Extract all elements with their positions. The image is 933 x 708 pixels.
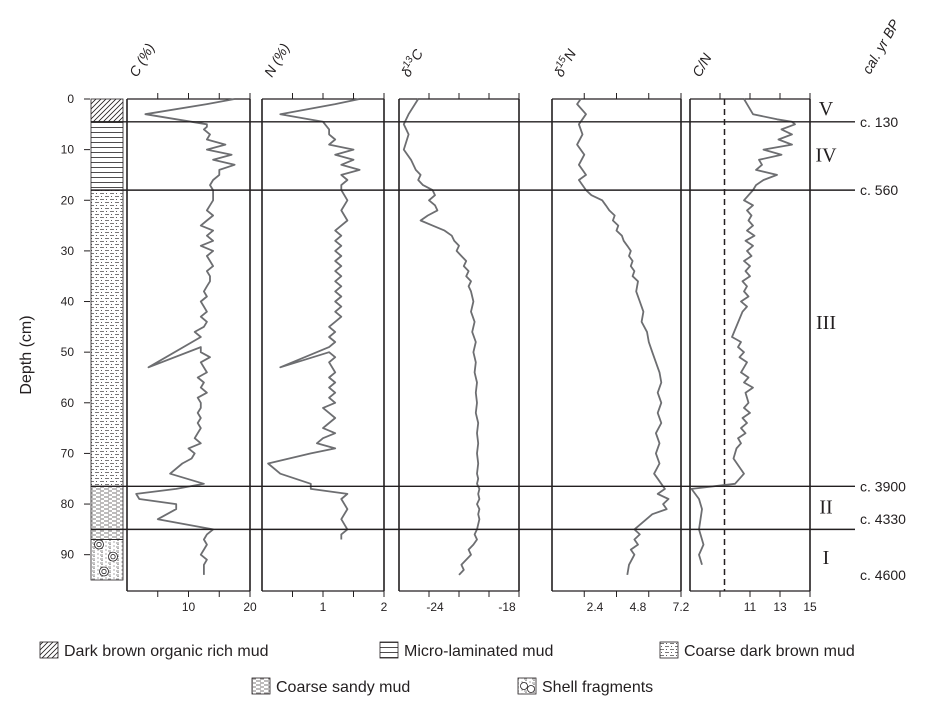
- age-labels: c. 130 c. 560 c. 3900 c. 4330 c. 4600: [860, 114, 906, 583]
- panel-label: C/N: [689, 50, 715, 80]
- depth-tick-label: 70: [61, 446, 75, 460]
- x-tick-label: 2: [381, 600, 388, 614]
- legend-swatch: [39, 641, 59, 659]
- depth-tick-label: 80: [61, 497, 75, 511]
- zone-label: IV: [815, 145, 837, 167]
- depth-tick-label: 40: [61, 295, 75, 309]
- legend-swatch: [379, 641, 399, 659]
- zone-label: III: [816, 312, 836, 334]
- legend-item-dashes: Coarse sandy mud: [251, 677, 410, 696]
- x-tick-label: 2.4: [587, 600, 604, 614]
- depth-tick-label: 50: [61, 345, 75, 359]
- series-line-c: [135, 98, 236, 575]
- lithology-hlines: [90, 121, 124, 191]
- zone-label: V: [819, 98, 834, 120]
- age-header: cal. yr BP: [859, 16, 903, 76]
- depth-tick-label: 60: [61, 396, 75, 410]
- x-tick-label: 15: [803, 600, 817, 614]
- depth-tick-label: 90: [61, 548, 75, 562]
- panel-n: 1 2 N (%): [261, 40, 388, 614]
- x-tick-label: 20: [243, 600, 257, 614]
- depth-tick-label: 20: [61, 193, 75, 207]
- shell-icon: [94, 539, 104, 550]
- panel-label-main: C/N: [689, 50, 715, 80]
- legend-item-dotdash: Coarse dark brown mud: [659, 641, 855, 660]
- series-line-n: [267, 98, 361, 540]
- depth-tick-label: 10: [61, 143, 75, 157]
- shell-icon: [527, 685, 535, 693]
- shell-icon-inner: [101, 568, 107, 575]
- x-tick-label: 4.8: [630, 600, 647, 614]
- zone-label: II: [819, 497, 832, 519]
- legend-item-hlines: Micro-laminated mud: [379, 641, 553, 660]
- lithology-dotdash: [90, 189, 124, 487]
- legend-label: Coarse sandy mud: [276, 679, 410, 696]
- panel-label-sup: 15: [554, 54, 569, 70]
- panel-d13c: -24 -18 δ13C: [397, 45, 520, 614]
- x-tick-label: 11: [744, 600, 757, 614]
- x-tick-label: 1: [320, 600, 327, 614]
- depth-axis: 0 10 20 30 40 50 60 70 80 90: [61, 92, 90, 562]
- legend-label: Coarse dark brown mud: [684, 643, 855, 660]
- legend-label: Micro-laminated mud: [404, 643, 553, 660]
- legend-swatch: [251, 677, 271, 695]
- zone-label: I: [823, 547, 830, 569]
- panel-c: 10 20 C (%): [126, 40, 257, 614]
- age-label: c. 4330: [860, 511, 906, 527]
- shell-icon: [520, 682, 528, 690]
- x-tick-label: 7.2: [673, 600, 690, 614]
- age-label: c. 560: [860, 182, 898, 198]
- panel-label: δ15N: [550, 45, 580, 79]
- legend: Dark brown organic rich mud Micro-laminat…: [39, 641, 855, 696]
- lithology-dashes: [90, 485, 124, 540]
- lithology-column: [90, 98, 124, 581]
- panel-label-sup: 13: [401, 54, 416, 70]
- series-line-d13c: [402, 98, 481, 576]
- panel-label: C (%): [126, 40, 158, 79]
- x-tick-label: 10: [182, 600, 196, 614]
- shell-icon: [99, 566, 109, 577]
- legend-swatch: [659, 641, 679, 659]
- age-label: c. 4600: [860, 567, 906, 583]
- x-tick-label: 13: [773, 600, 787, 614]
- y-axis-label: Depth (cm): [18, 315, 35, 394]
- shell-icon-inner: [96, 541, 102, 548]
- shell-icon: [108, 551, 118, 562]
- x-tick-label: -18: [498, 600, 516, 614]
- legend-label: Dark brown organic rich mud: [64, 643, 269, 660]
- panel-label: δ13C: [397, 45, 427, 79]
- x-tick-label: -24: [426, 600, 444, 614]
- lithology-diag: [90, 98, 124, 123]
- panel-d15n: 2.4 4.8 7.2 δ15N: [550, 45, 690, 614]
- depth-tick-label: 0: [67, 92, 74, 106]
- legend-label: Shell fragments: [542, 679, 653, 696]
- series-line-cn: [690, 98, 796, 566]
- shell-icon-inner: [110, 554, 116, 560]
- legend-item-diag: Dark brown organic rich mud: [39, 641, 269, 660]
- age-label: c. 3900: [860, 478, 906, 494]
- series-line-d15n: [576, 98, 670, 576]
- legend-item-shell: Shell fragments: [517, 677, 653, 696]
- panel-label: N (%): [261, 40, 293, 79]
- depth-tick-label: 30: [61, 244, 75, 258]
- age-label: c. 130: [860, 114, 898, 130]
